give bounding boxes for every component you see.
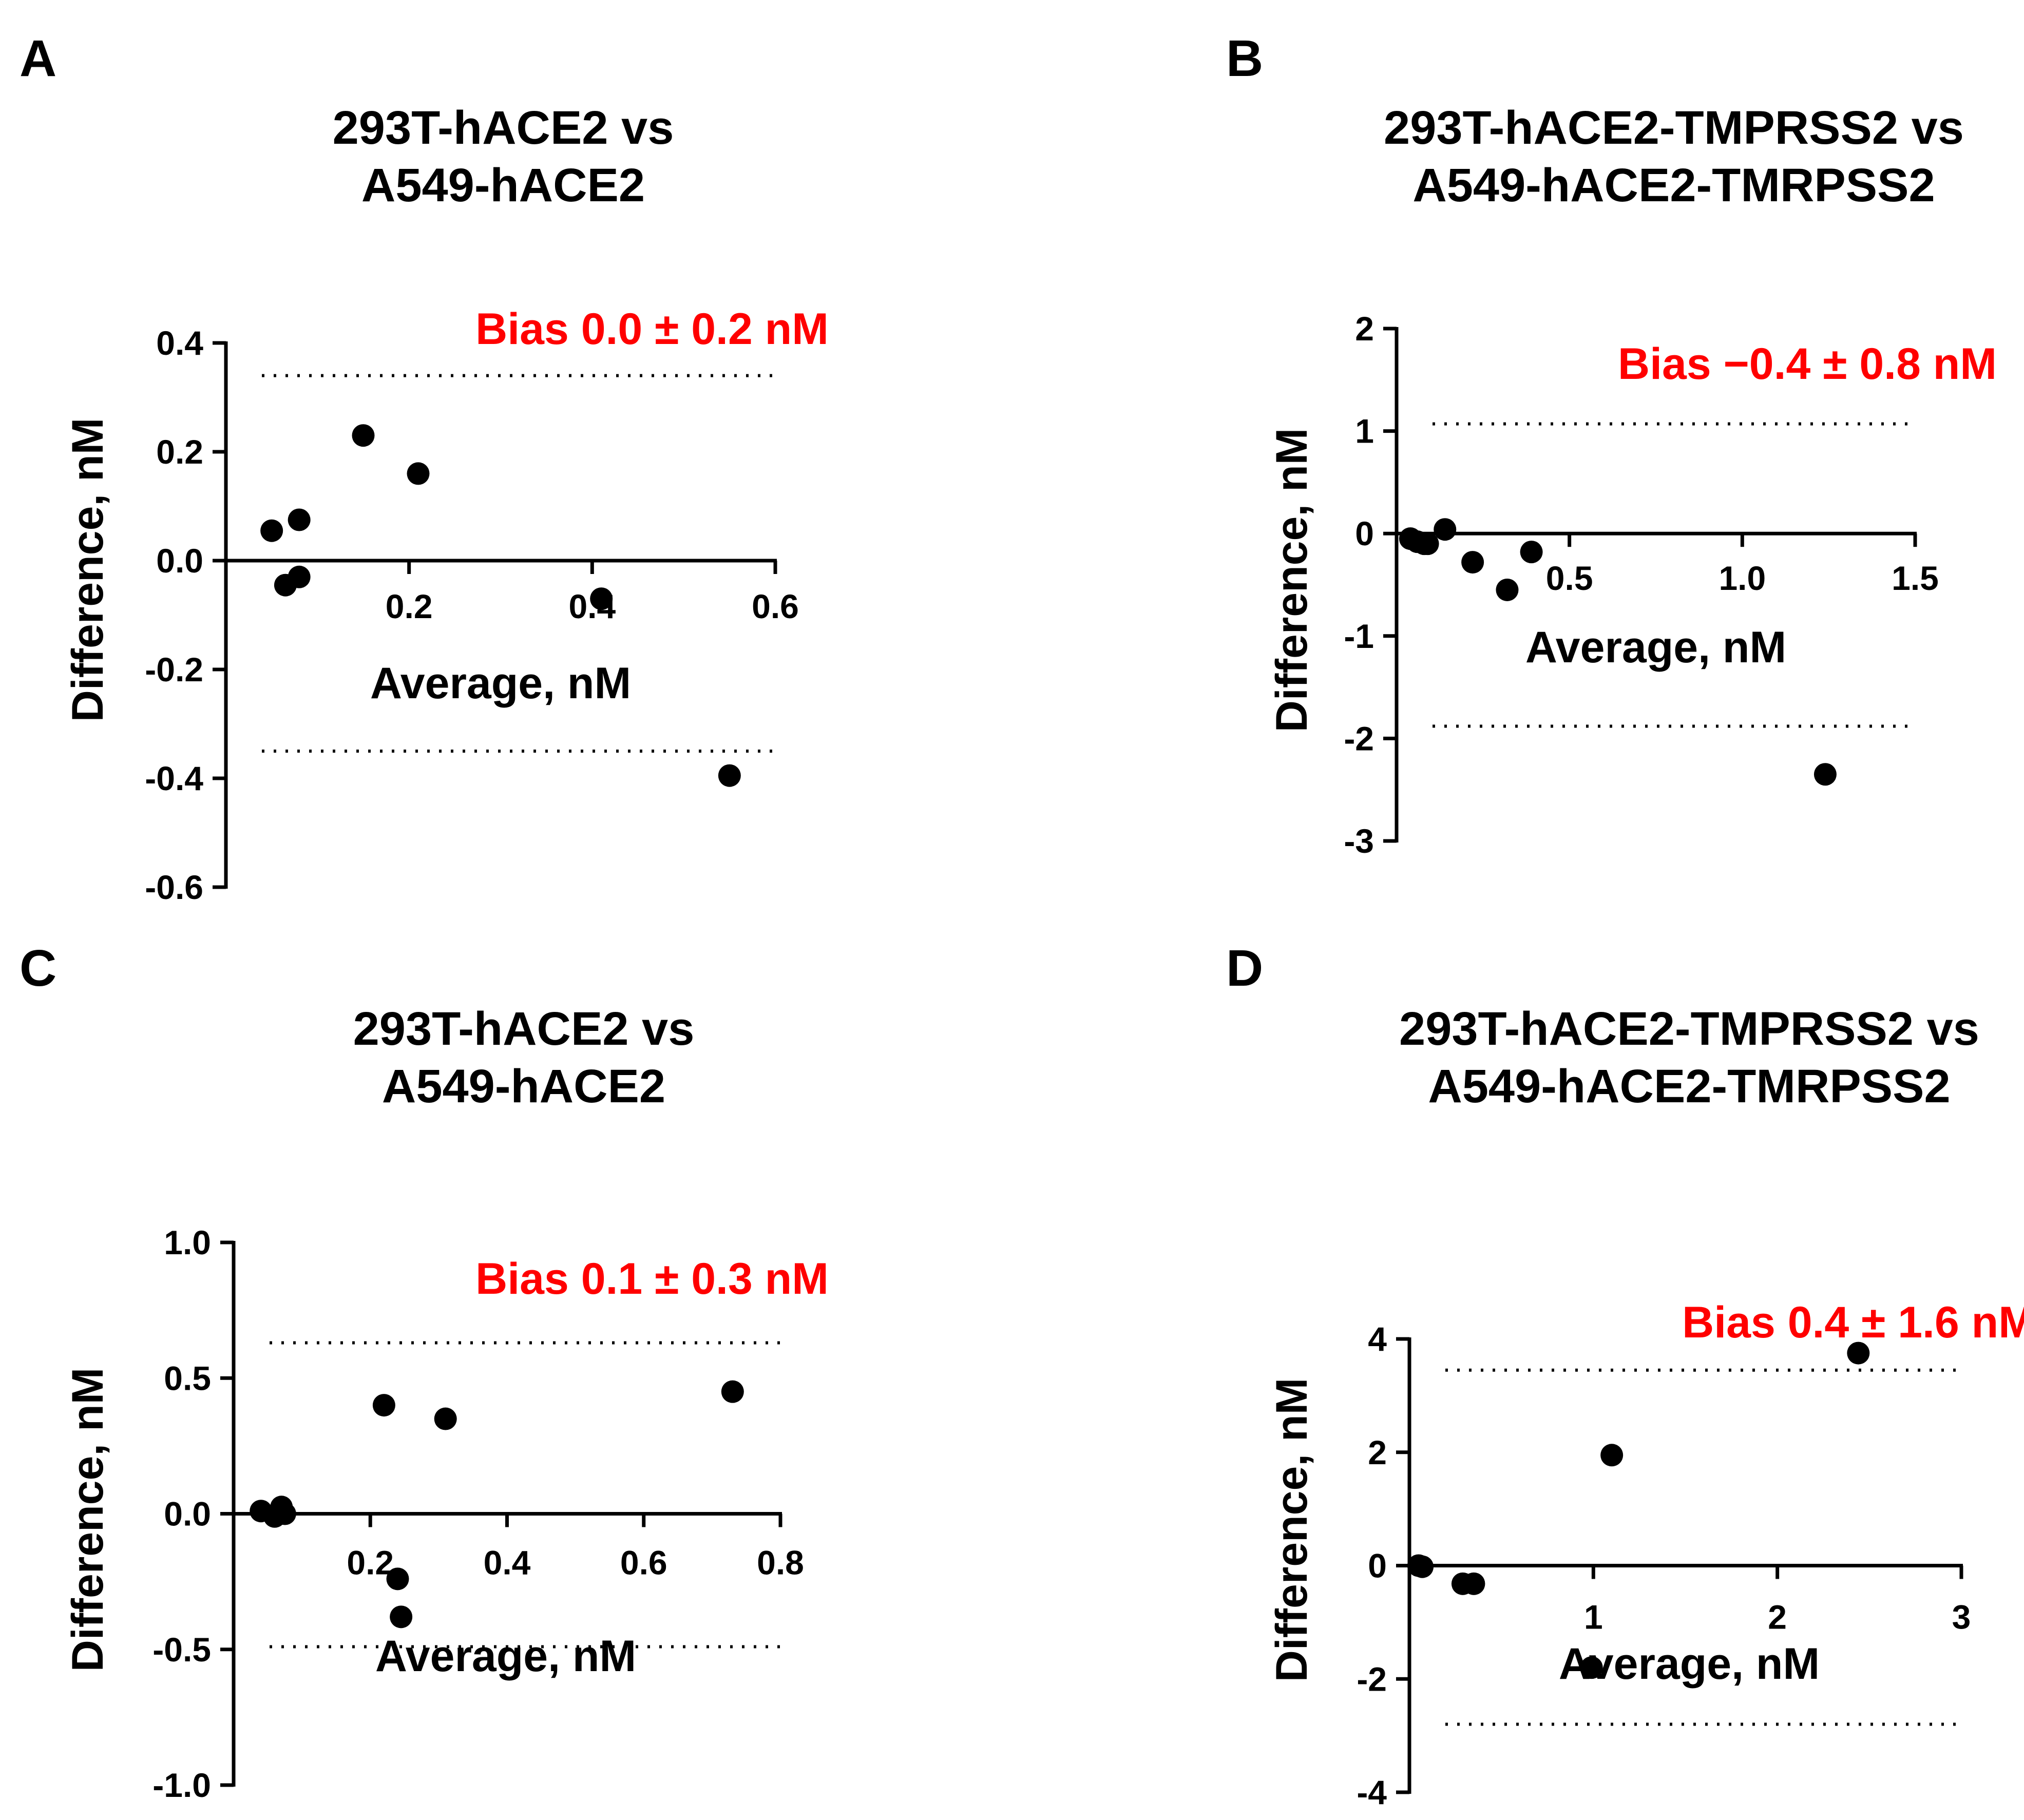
panel-title-line-2: A549-hACE2-TMRPSS2: [1412, 159, 1935, 212]
x-tick-label: 0.4: [484, 1544, 531, 1582]
y-tick-label: 0.0: [156, 542, 203, 580]
data-point: [352, 424, 375, 447]
x-axis-label: Average, nM: [370, 659, 631, 708]
data-point: [1600, 1444, 1624, 1467]
y-tick-label: -4: [1357, 1773, 1387, 1811]
data-point: [1462, 1572, 1485, 1595]
data-point: [1847, 1342, 1870, 1365]
plot-area: -3 -2 -1 0 1 2 0.5 1.0 1.5: [1344, 310, 1939, 860]
x-tick-label: 0.8: [757, 1544, 804, 1582]
y-tick-label: 0: [1368, 1547, 1387, 1585]
x-tick-label: 0.2: [347, 1544, 394, 1582]
panel-b: B 293T-hACE2-TMPRSS2 vs A549-hACE2-TMRPS…: [1226, 30, 1997, 860]
panel-title-line-1: 293T-hACE2 vs: [333, 102, 674, 154]
plot-area: -0.6-0.4-0.20.00.20.40.2 0.4 0.6: [145, 324, 799, 906]
data-point: [1461, 551, 1484, 574]
bias-label: Bias −0.4 ± 0.8 nM: [1618, 339, 1997, 389]
data-point: [1411, 1555, 1434, 1578]
panel-label-d: D: [1226, 940, 1263, 997]
y-axis-label: Difference, nM: [63, 1368, 112, 1672]
data-point: [288, 508, 311, 531]
bias-label: Bias 0.1 ± 0.3 nM: [475, 1254, 829, 1304]
y-tick-label: 0.5: [164, 1359, 211, 1397]
panel-title-line-1: 293T-hACE2-TMPRSS2 vs: [1384, 102, 1964, 154]
y-tick-label: -0.4: [145, 759, 203, 797]
data-point: [407, 462, 430, 485]
x-tick-label: 0.6: [752, 587, 799, 625]
data-point: [1520, 541, 1543, 564]
y-tick-label: 0.2: [156, 433, 203, 471]
x-tick-label: 1.0: [1719, 559, 1766, 597]
x-tick-label: 2: [1768, 1598, 1787, 1636]
y-tick-label: -1.0: [152, 1766, 211, 1804]
data-point: [1813, 763, 1837, 786]
y-tick-label: 0.0: [164, 1495, 211, 1533]
x-tick-label: 0.6: [620, 1544, 667, 1582]
x-tick-label: 3: [1952, 1598, 1971, 1636]
panel-title-line-1: 293T-hACE2-TMPRSS2 vs: [1399, 1003, 1979, 1055]
data-point: [273, 1502, 296, 1525]
y-tick-label: 2: [1368, 1433, 1387, 1471]
panel-title-line-2: A549-hACE2: [361, 159, 645, 212]
x-tick-label: 0.2: [386, 587, 433, 625]
x-tick-label: 0.5: [1546, 559, 1593, 597]
data-point: [590, 587, 613, 610]
panel-label-a: A: [20, 30, 56, 87]
x-axis-label: Average, nM: [1559, 1639, 1820, 1689]
x-axis-label: Average, nM: [375, 1632, 636, 1681]
data-point: [372, 1394, 395, 1417]
y-tick-label: 0.4: [156, 324, 203, 362]
y-tick-label: -3: [1344, 822, 1374, 860]
y-tick-label: -1: [1344, 617, 1374, 655]
panel-d: D 293T-hACE2-TMPRSS2 vs A549-hACE2-TMRPS…: [1226, 940, 2024, 1811]
y-tick-label: -0.6: [145, 868, 203, 906]
bias-label: Bias 0.4 ± 1.6 nM: [1682, 1298, 2024, 1347]
data-point: [718, 764, 741, 787]
panel-title-line-1: 293T-hACE2 vs: [353, 1003, 695, 1055]
panel-title-line-2: A549-hACE2-TMRPSS2: [1428, 1060, 1950, 1113]
data-point: [288, 565, 311, 588]
x-axis-label: Average, nM: [1525, 623, 1786, 672]
panel-label-b: B: [1226, 30, 1263, 87]
plot-area: -1.0 -0.5 0.0 0.5 1.0 0.2 0.4 0.6 0.8: [152, 1223, 804, 1804]
panel-c: C 293T-hACE2 vs A549-hACE2 Bias 0.1 ± 0.…: [20, 940, 829, 1804]
y-axis-label: Difference, nM: [63, 418, 112, 722]
y-tick-label: -0.2: [145, 650, 203, 688]
data-point: [260, 519, 283, 542]
y-tick-label: -0.5: [152, 1631, 211, 1669]
y-tick-label: -2: [1344, 719, 1374, 757]
y-tick-label: 1.0: [164, 1223, 211, 1261]
x-tick-label: 1.5: [1892, 559, 1939, 597]
data-point: [1496, 578, 1519, 601]
y-tick-label: 4: [1368, 1320, 1387, 1358]
panel-title-line-2: A549-hACE2: [382, 1060, 665, 1113]
data-point: [434, 1407, 457, 1430]
data-point: [1416, 532, 1439, 555]
y-tick-label: 0: [1355, 514, 1374, 552]
plot-area: -4 -2 0 2 4 1 2 3: [1357, 1320, 1971, 1811]
data-point: [386, 1567, 409, 1591]
y-axis-label: Difference, nM: [1267, 428, 1316, 733]
data-point: [721, 1380, 744, 1403]
data-point: [390, 1605, 413, 1629]
y-axis-label: Difference, nM: [1267, 1378, 1316, 1682]
panel-a: A 293T-hACE2 vs A549-hACE2 Bias 0.0 ± 0.…: [20, 30, 829, 906]
bias-label: Bias 0.0 ± 0.2 nM: [475, 304, 829, 354]
x-tick-label: 1: [1584, 1598, 1603, 1636]
y-tick-label: 2: [1355, 310, 1374, 348]
data-point: [1580, 1656, 1603, 1679]
panel-label-c: C: [20, 940, 56, 997]
y-tick-label: 1: [1355, 412, 1374, 450]
data-point: [1434, 518, 1457, 541]
y-tick-label: -2: [1357, 1660, 1387, 1698]
